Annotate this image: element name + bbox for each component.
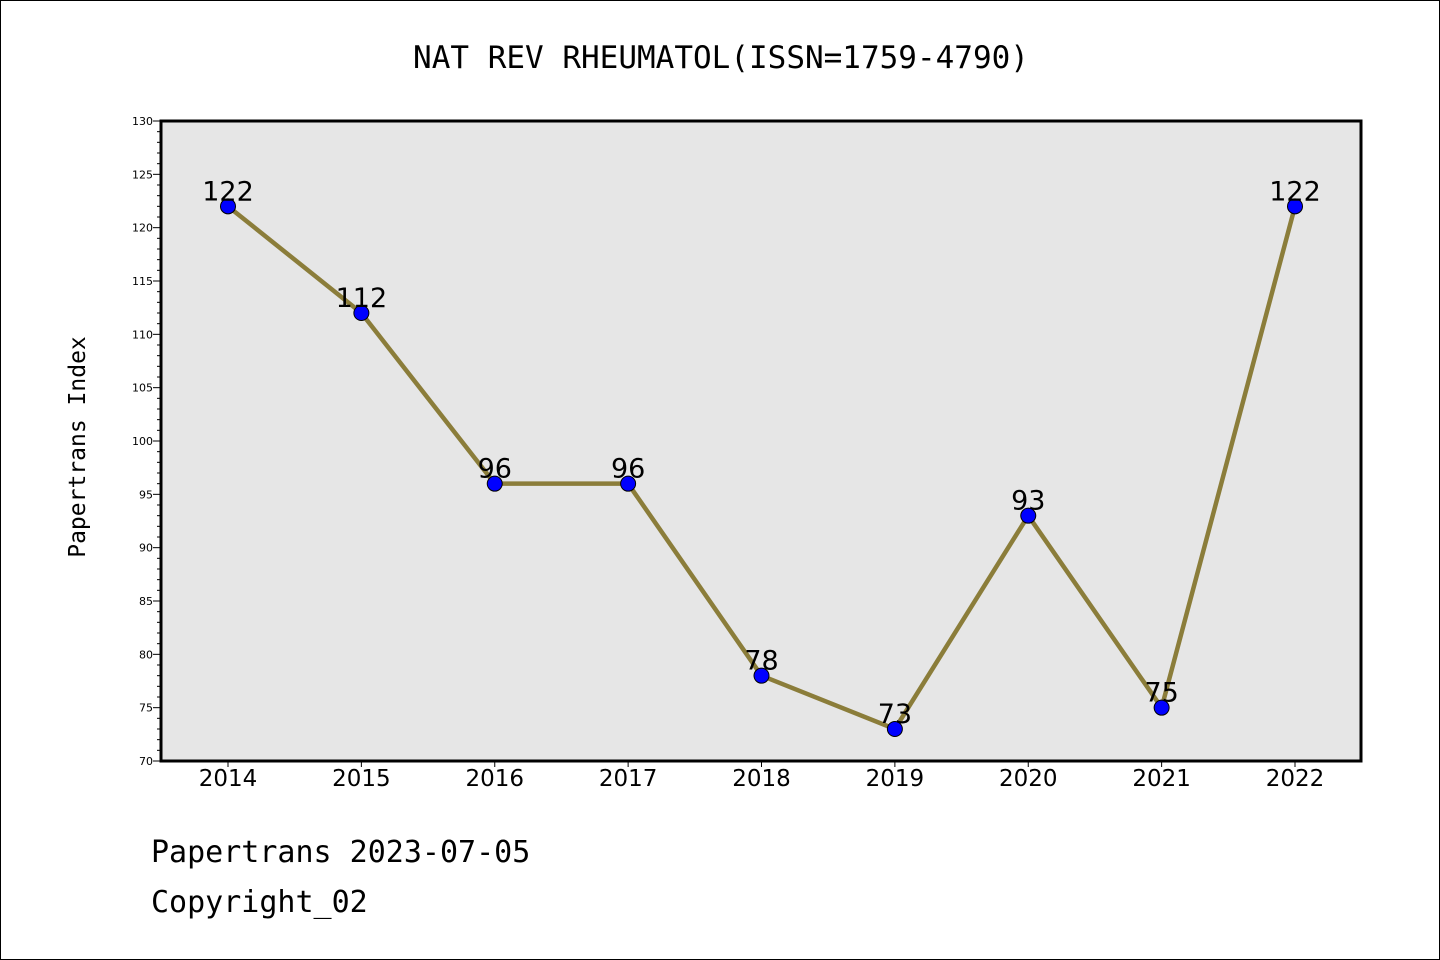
- plot-border: [159, 119, 1363, 763]
- data-point: [886, 721, 903, 737]
- x-tick-label: 2018: [732, 766, 791, 792]
- data-label: 78: [744, 646, 778, 677]
- y-tick-label: 70: [139, 755, 153, 768]
- y-tick-label: 120: [132, 222, 153, 235]
- y-tick-label: 95: [139, 488, 153, 501]
- series-group: 122 112 96 96 78 73 93 75 122: [202, 176, 1321, 737]
- data-point: [1153, 699, 1170, 716]
- data-point: [753, 667, 770, 684]
- data-point: [353, 305, 370, 321]
- x-tick-label: 2014: [199, 766, 258, 792]
- data-label: 96: [611, 454, 645, 485]
- x-tick-label: 2015: [332, 766, 391, 792]
- y-axis-ticks: 70 75 80 85 90 95 100 105 110 115 120 125 130: [132, 115, 161, 768]
- data-label: 112: [336, 283, 388, 314]
- y-tick-label: 75: [139, 702, 153, 715]
- y-tick-label: 90: [139, 542, 153, 555]
- x-tick-label: 2019: [866, 766, 925, 792]
- footer-date: Papertrans 2023-07-05: [151, 835, 531, 870]
- data-label: 122: [1269, 176, 1321, 207]
- y-tick-label: 100: [132, 435, 153, 448]
- x-tick-label: 2016: [465, 766, 524, 792]
- data-point: [486, 475, 503, 492]
- data-label: 73: [878, 699, 912, 730]
- x-tick-label: 2021: [1132, 766, 1191, 792]
- y-tick-label: 85: [139, 595, 153, 608]
- plot-area: [161, 121, 1361, 761]
- footer-copyright: Copyright_02: [151, 885, 368, 920]
- data-label: 122: [202, 176, 254, 207]
- x-tick-label: 2022: [1266, 766, 1325, 792]
- data-point: [1020, 507, 1037, 524]
- y-tick-label: 115: [132, 275, 153, 288]
- data-point: [620, 475, 637, 492]
- y-tick-label: 130: [132, 115, 153, 128]
- x-tick-label: 2020: [999, 766, 1058, 792]
- y-tick-label: 110: [132, 328, 153, 341]
- data-point: [220, 198, 236, 215]
- data-label: 96: [478, 454, 512, 485]
- x-axis-ticks: 2014 2015 2016 2017 2018 2019 2020 2021 2022: [199, 761, 1325, 792]
- y-tick-label: 80: [139, 648, 153, 661]
- x-tick-label: 2017: [599, 766, 658, 792]
- chart-title: NAT REV RHEUMATOL(ISSN=1759-4790): [413, 40, 1029, 76]
- y-axis-label: Papertrans Index: [65, 336, 91, 558]
- data-point: [1287, 198, 1303, 215]
- data-label: 93: [1011, 486, 1045, 517]
- y-tick-label: 105: [132, 382, 153, 395]
- data-label: 75: [1144, 678, 1178, 709]
- y-tick-label: 125: [132, 168, 153, 181]
